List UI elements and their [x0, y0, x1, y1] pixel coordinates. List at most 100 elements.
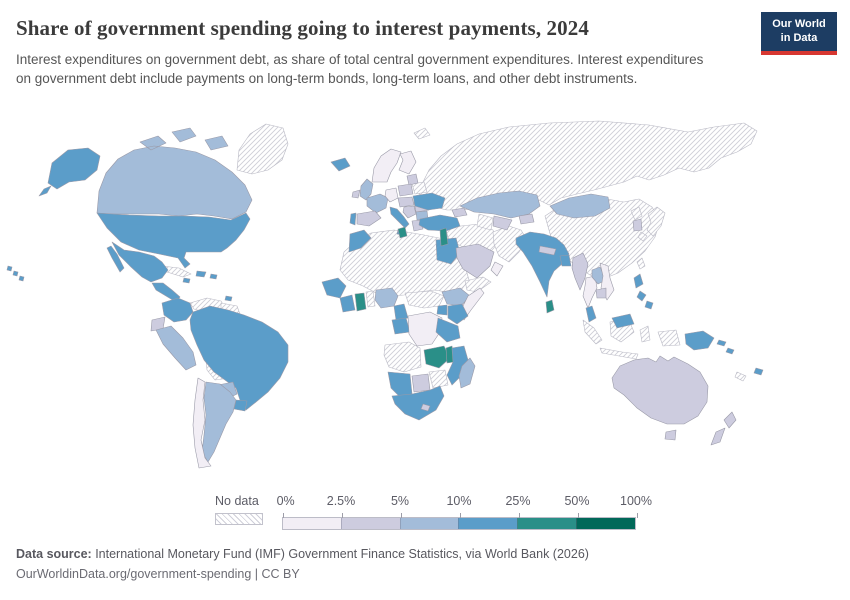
country-myanmar[interactable]: [571, 252, 589, 291]
country-caucasus[interactable]: [451, 207, 468, 218]
country-malaysia[interactable]: [585, 305, 635, 329]
country-canada[interactable]: [96, 127, 253, 220]
country-mexico[interactable]: [106, 241, 169, 283]
country-poland[interactable]: [397, 183, 414, 197]
country-france[interactable]: [366, 193, 389, 214]
country-greenland[interactable]: [236, 123, 289, 175]
country-car[interactable]: [404, 290, 445, 309]
country-north-korea[interactable]: [630, 206, 643, 221]
legend-bin-swatch-4[interactable]: [517, 518, 577, 529]
country-japan[interactable]: [637, 206, 666, 242]
country-kenya[interactable]: [447, 303, 469, 325]
country-togo-benin[interactable]: [365, 290, 376, 308]
legend-scale: 0% 2.5% 5% 10% 25% 50% 100%: [277, 494, 652, 530]
country-turkmenistan[interactable]: [476, 213, 494, 231]
country-ireland[interactable]: [351, 189, 361, 199]
country-bangladesh[interactable]: [559, 254, 572, 267]
country-portugal[interactable]: [349, 212, 357, 226]
country-sri-lanka[interactable]: [545, 299, 555, 314]
country-argentina[interactable]: [201, 381, 237, 463]
country-ghana[interactable]: [354, 292, 367, 312]
country-af-pak[interactable]: [492, 225, 528, 263]
country-philippines[interactable]: [633, 273, 654, 310]
country-morocco[interactable]: [348, 229, 372, 253]
country-cambodia[interactable]: [595, 287, 607, 299]
country-india[interactable]: [515, 231, 570, 298]
country-solomon-islands[interactable]: [716, 339, 735, 355]
country-angola[interactable]: [383, 341, 422, 373]
country-mongolia[interactable]: [549, 193, 611, 219]
country-germany[interactable]: [384, 187, 399, 203]
country-uzbekistan[interactable]: [492, 215, 513, 231]
legend-color-bar: [282, 513, 638, 530]
country-fiji[interactable]: [753, 367, 764, 376]
data-source-line: Data source: International Monetary Fund…: [16, 546, 816, 562]
country-uk[interactable]: [359, 178, 374, 201]
country-levant[interactable]: [439, 227, 449, 247]
country-mozambique[interactable]: [446, 345, 469, 386]
country-senegal-guinea[interactable]: [321, 277, 347, 299]
country-madagascar[interactable]: [458, 357, 476, 389]
attribution-separator: |: [251, 567, 262, 581]
country-brazil[interactable]: [189, 305, 289, 411]
country-namibia[interactable]: [387, 371, 413, 397]
country-chile[interactable]: [192, 377, 212, 469]
legend-no-data-swatch[interactable]: [215, 513, 263, 525]
country-indonesia[interactable]: [582, 317, 681, 360]
legend-bin-swatch-0[interactable]: [283, 518, 341, 529]
country-south-africa[interactable]: [391, 385, 445, 421]
country-new-zealand[interactable]: [710, 411, 737, 446]
country-ukraine[interactable]: [412, 192, 446, 211]
country-cameroon[interactable]: [393, 303, 409, 321]
country-finland[interactable]: [398, 150, 417, 175]
country-caribbean[interactable]: [182, 270, 233, 302]
country-uruguay[interactable]: [233, 399, 248, 412]
country-kyrgyzstan[interactable]: [518, 213, 535, 225]
country-colombia[interactable]: [161, 297, 194, 323]
country-nepal[interactable]: [538, 245, 557, 256]
country-gabon-congo[interactable]: [391, 317, 411, 335]
country-belarus[interactable]: [411, 181, 428, 195]
country-svalbard[interactable]: [413, 127, 431, 140]
legend-tick-label-25%: 25%: [505, 494, 531, 508]
country-uganda[interactable]: [436, 304, 448, 316]
owid-url-link[interactable]: OurWorldinData.org/government-spending: [16, 567, 252, 581]
data-source-text: International Monetary Fund (IMF) Govern…: [91, 547, 589, 561]
country-oman[interactable]: [490, 261, 504, 277]
country-peru[interactable]: [155, 325, 197, 371]
country-zimbabwe[interactable]: [428, 369, 449, 389]
country-ivory-coast[interactable]: [339, 294, 356, 313]
country-scandinavia[interactable]: [371, 148, 402, 183]
country-drc[interactable]: [407, 311, 443, 347]
country-kazakhstan[interactable]: [459, 190, 541, 219]
legend-tick-mark: [400, 513, 402, 518]
country-baltics[interactable]: [406, 173, 419, 186]
legend-bin-swatch-1[interactable]: [340, 518, 400, 529]
legend-bin-swatch-2[interactable]: [399, 518, 459, 529]
country-saudi-arabia[interactable]: [455, 243, 495, 279]
legend-tick-label-5%: 5%: [390, 494, 410, 508]
country-lesotho[interactable]: [420, 403, 431, 412]
country-botswana[interactable]: [411, 373, 431, 393]
country-central-europe[interactable]: [397, 196, 415, 208]
legend-bin-swatch-5[interactable]: [576, 518, 635, 529]
license-link[interactable]: CC BY: [261, 567, 300, 581]
country-iceland[interactable]: [330, 157, 351, 172]
country-taiwan[interactable]: [636, 257, 646, 270]
country-tunisia[interactable]: [397, 226, 408, 239]
country-nigeria[interactable]: [374, 287, 399, 309]
country-balkans[interactable]: [402, 205, 417, 219]
country-zambia[interactable]: [423, 345, 451, 369]
country-spain[interactable]: [356, 210, 382, 227]
country-yemen[interactable]: [464, 276, 492, 293]
country-south-korea[interactable]: [632, 218, 643, 232]
country-australia[interactable]: [611, 355, 709, 441]
country-usa[interactable]: [6, 147, 251, 282]
country-new-caledonia[interactable]: [734, 371, 747, 382]
country-png[interactable]: [684, 330, 715, 351]
country-tanzania[interactable]: [435, 317, 461, 343]
country-turkey[interactable]: [418, 214, 461, 232]
legend-bin-swatch-3[interactable]: [458, 518, 518, 529]
owid-logo[interactable]: Our World in Data: [761, 12, 837, 55]
